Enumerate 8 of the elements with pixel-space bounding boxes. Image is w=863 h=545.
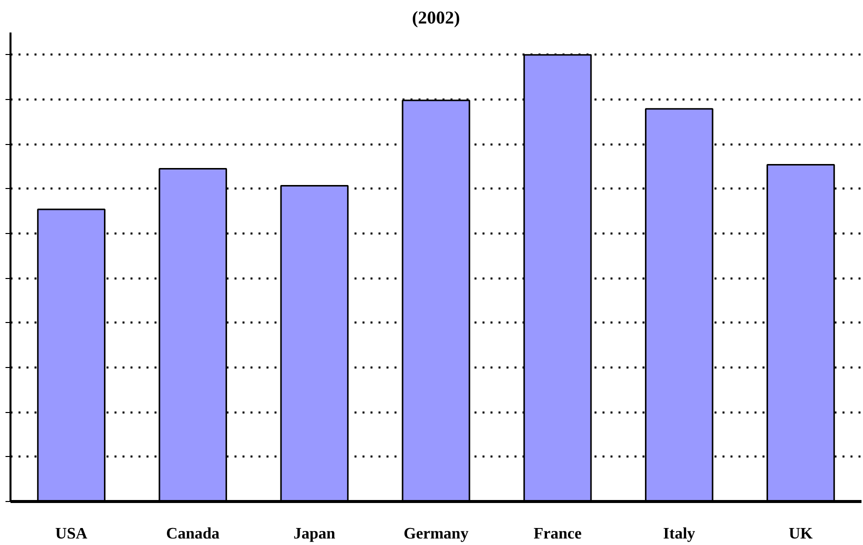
chart-title: (2002) xyxy=(412,8,460,28)
x-tick-label: Italy xyxy=(663,526,696,542)
x-tick-label: France xyxy=(534,526,582,542)
x-tick-label: Canada xyxy=(166,526,220,542)
x-tick-label: USA xyxy=(55,526,88,542)
x-tick-label: Japan xyxy=(294,526,336,542)
x-tick-label: UK xyxy=(788,526,814,542)
x-tick-label: Germany xyxy=(404,526,468,542)
